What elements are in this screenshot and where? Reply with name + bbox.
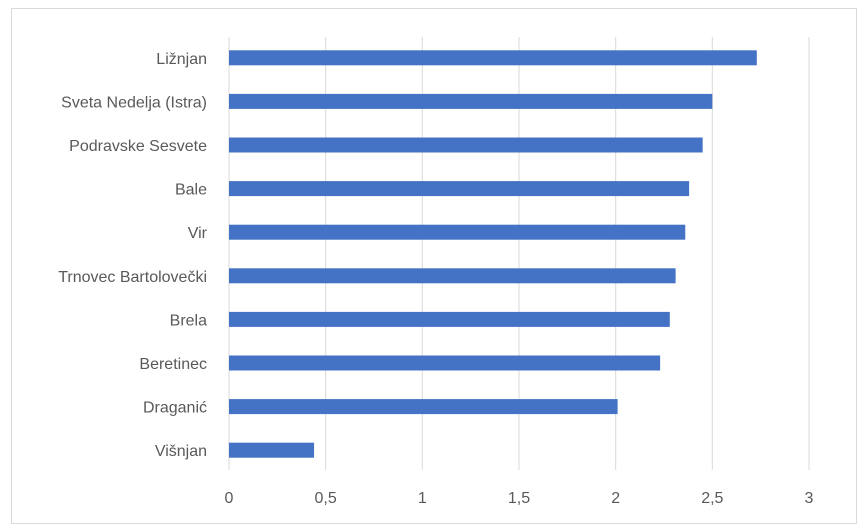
category-label: Vir	[188, 225, 208, 242]
category-label: Ližnjan	[156, 51, 207, 68]
category-label: Sveta Nedelja (Istra)	[61, 94, 207, 111]
bar	[229, 268, 676, 284]
category-label: Višnjan	[155, 443, 207, 460]
x-tick-label: 0	[225, 490, 234, 507]
category-label: Trnovec Bartolovečki	[58, 269, 207, 286]
category-label: Draganić	[143, 400, 207, 417]
category-labels: Ližnjan Sveta Nedelja (Istra) Podravske Se…	[58, 51, 207, 460]
bar	[229, 137, 703, 153]
bar	[229, 355, 661, 371]
category-label: Beretinec	[139, 356, 207, 373]
x-axis-ticks: 0 0,5 1 1,5 2 2,5 3	[225, 490, 814, 507]
category-label: Bale	[175, 182, 207, 199]
bar	[229, 181, 690, 197]
category-label: Brela	[170, 312, 207, 329]
x-tick-label: 2,5	[701, 490, 723, 507]
x-tick-label: 1	[418, 490, 427, 507]
x-tick-label: 1,5	[508, 490, 530, 507]
bar-layer	[229, 50, 757, 458]
x-tick-label: 0,5	[315, 490, 337, 507]
bar	[229, 311, 670, 327]
grid-layer	[228, 37, 810, 470]
bar	[229, 442, 315, 458]
category-label: Podravske Sesvete	[69, 138, 207, 155]
bar	[229, 399, 618, 415]
x-tick-label: 3	[805, 490, 814, 507]
bar	[229, 50, 757, 66]
x-tick-label: 2	[611, 490, 620, 507]
bar	[229, 224, 686, 240]
bar	[229, 93, 713, 109]
